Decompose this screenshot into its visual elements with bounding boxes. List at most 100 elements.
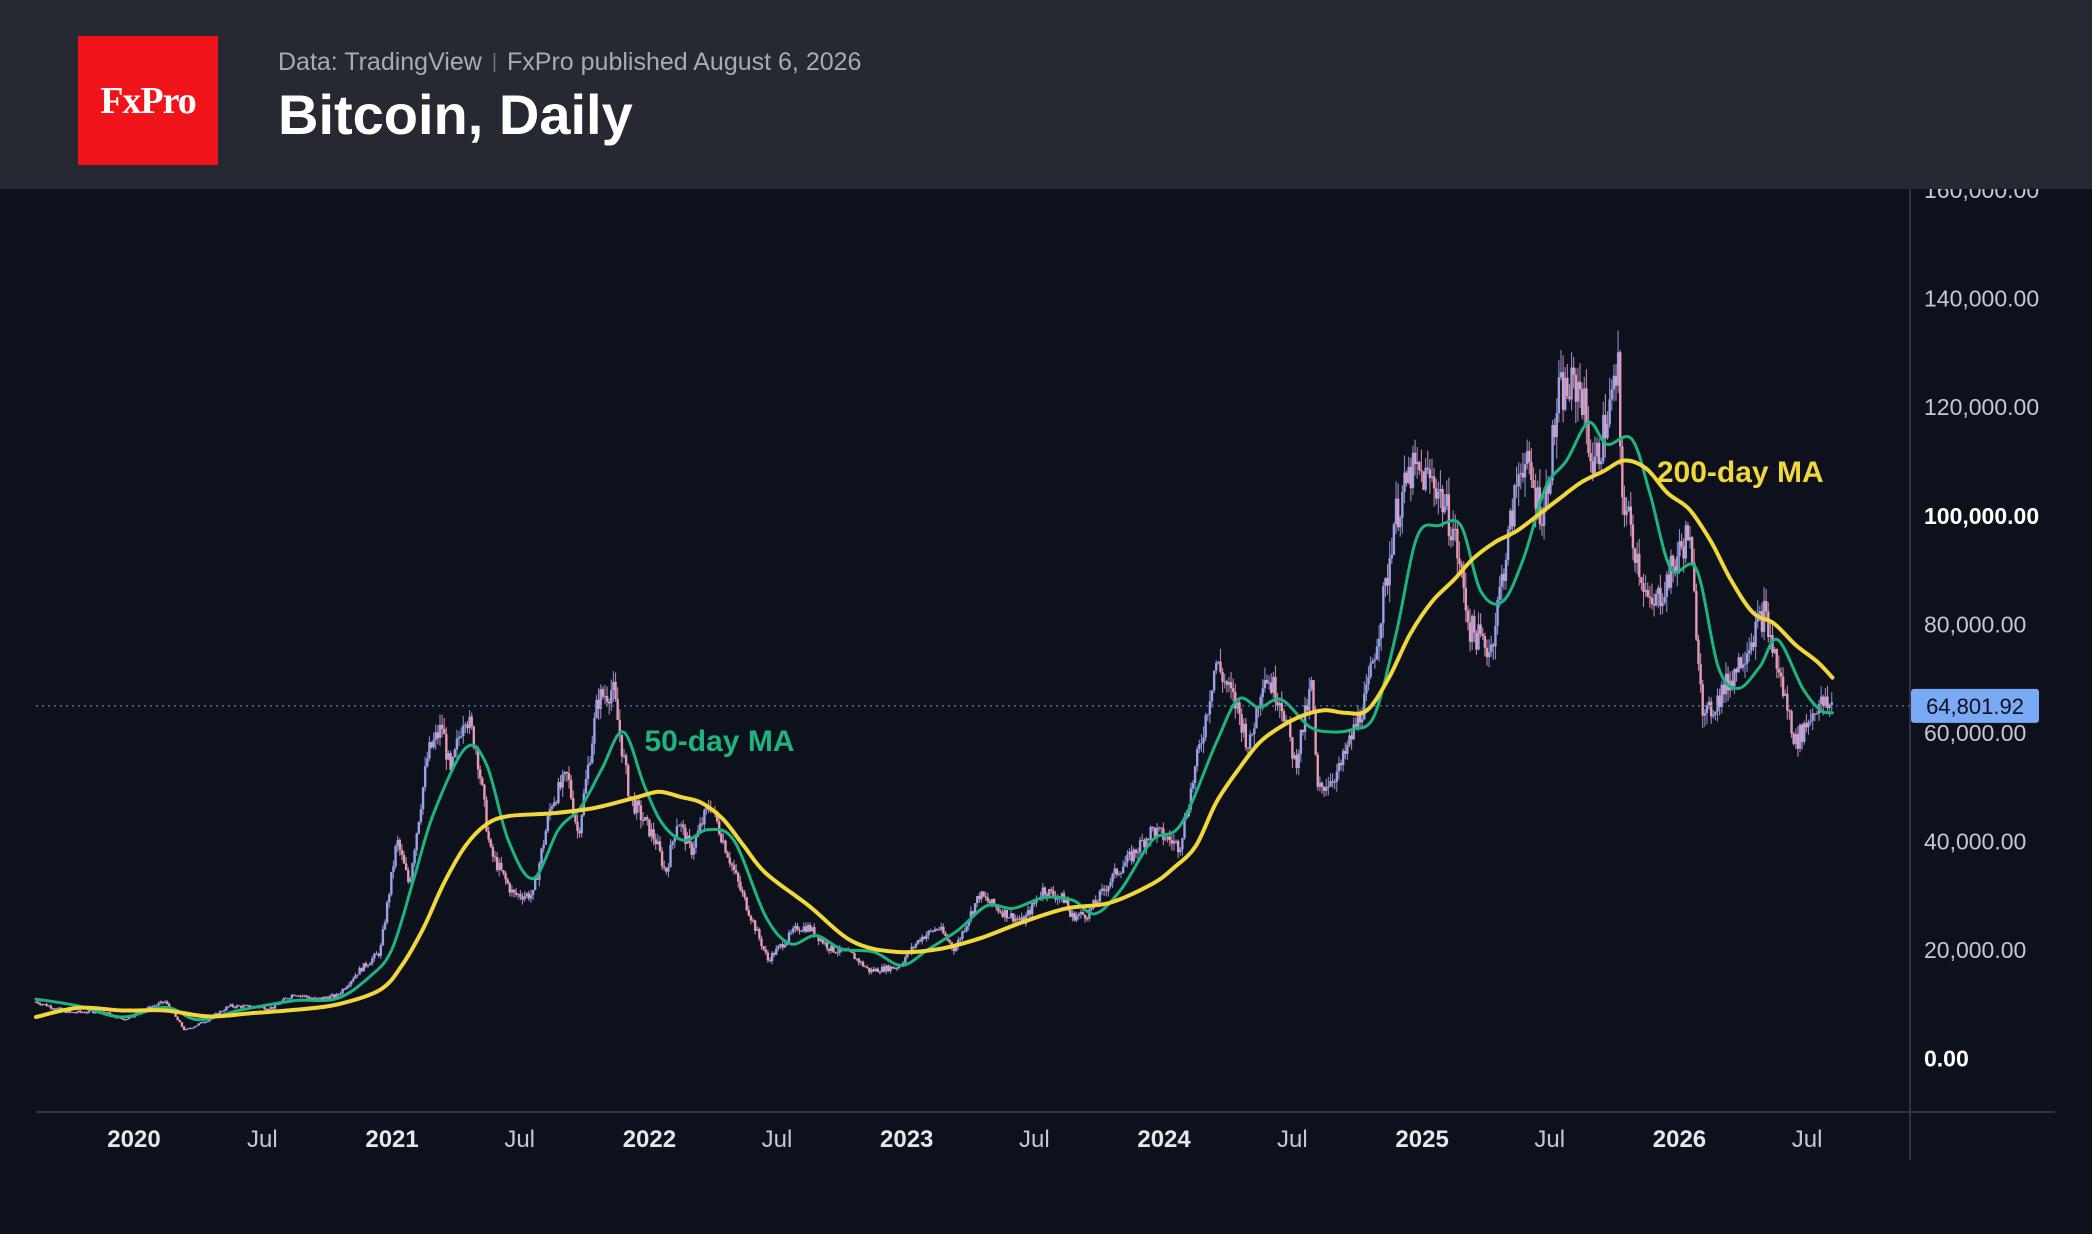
candle-body [1566, 377, 1569, 397]
candle-body [728, 857, 731, 864]
candle-body [269, 1007, 272, 1010]
candle-body [449, 753, 452, 770]
candle-body [356, 974, 359, 976]
candle-body [519, 894, 522, 898]
candle-body [646, 817, 649, 820]
candle-body [954, 946, 958, 952]
candle-body [227, 1006, 230, 1008]
candle-body [798, 930, 801, 932]
candle-body [455, 738, 459, 750]
candle-body [161, 1001, 165, 1003]
candle-body [1775, 649, 1778, 669]
candle-body [855, 958, 858, 960]
candle-body [237, 1005, 241, 1007]
candle-body [1445, 494, 1448, 507]
candle-body [180, 1022, 184, 1027]
candle-body [1640, 577, 1643, 584]
candle-body [1253, 728, 1256, 735]
candle-body [792, 928, 795, 933]
candle-body [411, 863, 414, 879]
candle-body [770, 953, 774, 962]
candle-body [861, 961, 865, 967]
x-tick-label: Jul [762, 1126, 793, 1153]
candle-body [1344, 750, 1347, 754]
candle-body [1337, 763, 1341, 772]
candle-body [965, 925, 968, 932]
candle-body [580, 815, 583, 834]
candle-body [1764, 600, 1768, 612]
candle-body [682, 824, 685, 828]
candle-body [398, 840, 402, 850]
candle-body [394, 846, 397, 867]
candle-body [1356, 713, 1360, 727]
candle-body [684, 827, 687, 844]
candle-body [451, 757, 454, 770]
candle-body [481, 778, 484, 785]
candle-body [665, 867, 668, 872]
candle-body [976, 896, 979, 904]
candle-body [423, 766, 427, 788]
candle-body [574, 814, 577, 822]
candle-body [540, 848, 543, 864]
candle-body [1830, 702, 1833, 705]
candle-body [1168, 836, 1171, 841]
candle-body [1358, 713, 1362, 723]
candle-body [576, 821, 579, 831]
candle-body [1616, 352, 1620, 386]
candle-body [1813, 713, 1817, 715]
candle-body [821, 939, 825, 944]
candle-body [288, 998, 292, 1000]
candle-body [717, 821, 721, 834]
candle-body [859, 961, 863, 963]
candle-body [1050, 889, 1053, 891]
candle-body [415, 833, 418, 851]
candle-body [462, 725, 465, 736]
candle-body [1174, 840, 1178, 842]
candle-body [383, 922, 387, 930]
candle-body [1001, 912, 1004, 917]
candle-body [914, 943, 918, 948]
candle-body [931, 930, 935, 932]
candle-body [1248, 734, 1252, 749]
candle-body [1265, 680, 1269, 684]
candle-body [220, 1011, 224, 1013]
candle-body [1790, 711, 1793, 734]
y-tick-label: 140,000.00 [1924, 286, 2039, 312]
candle-body [373, 953, 376, 959]
candle-body [1657, 587, 1660, 594]
candle-body [1196, 749, 1199, 767]
candle-body [1422, 471, 1425, 490]
candle-body [806, 924, 810, 932]
candle-body [430, 742, 433, 748]
candle-body [555, 802, 558, 804]
candle-body [1396, 498, 1400, 528]
candle-body [1377, 638, 1381, 647]
candle-body [184, 1029, 188, 1031]
candle-body [1014, 918, 1017, 922]
candle-body [426, 758, 429, 767]
candle-body [701, 823, 704, 825]
candle-body [1322, 786, 1326, 791]
candle-body [823, 942, 827, 944]
candle-body [1695, 591, 1698, 640]
candle-body [1707, 701, 1711, 706]
candle-body [330, 994, 334, 997]
candle-body [206, 1021, 209, 1023]
candle-body [1365, 684, 1368, 694]
candle-body [895, 967, 899, 969]
candle-body [870, 969, 873, 973]
candle-body [607, 701, 611, 704]
candle-body [1250, 734, 1254, 736]
candle-body [324, 996, 327, 998]
candle-body [1754, 621, 1757, 647]
candle-body [1599, 461, 1603, 465]
candle-body [1267, 682, 1271, 684]
candle-body [354, 975, 357, 979]
candle-body [1327, 786, 1330, 788]
candle-body [1166, 836, 1169, 840]
candle-body [1274, 676, 1277, 703]
candle-body [404, 863, 408, 871]
candle-body [984, 896, 987, 898]
candle-body [1026, 910, 1030, 916]
candle-body [271, 1007, 275, 1009]
